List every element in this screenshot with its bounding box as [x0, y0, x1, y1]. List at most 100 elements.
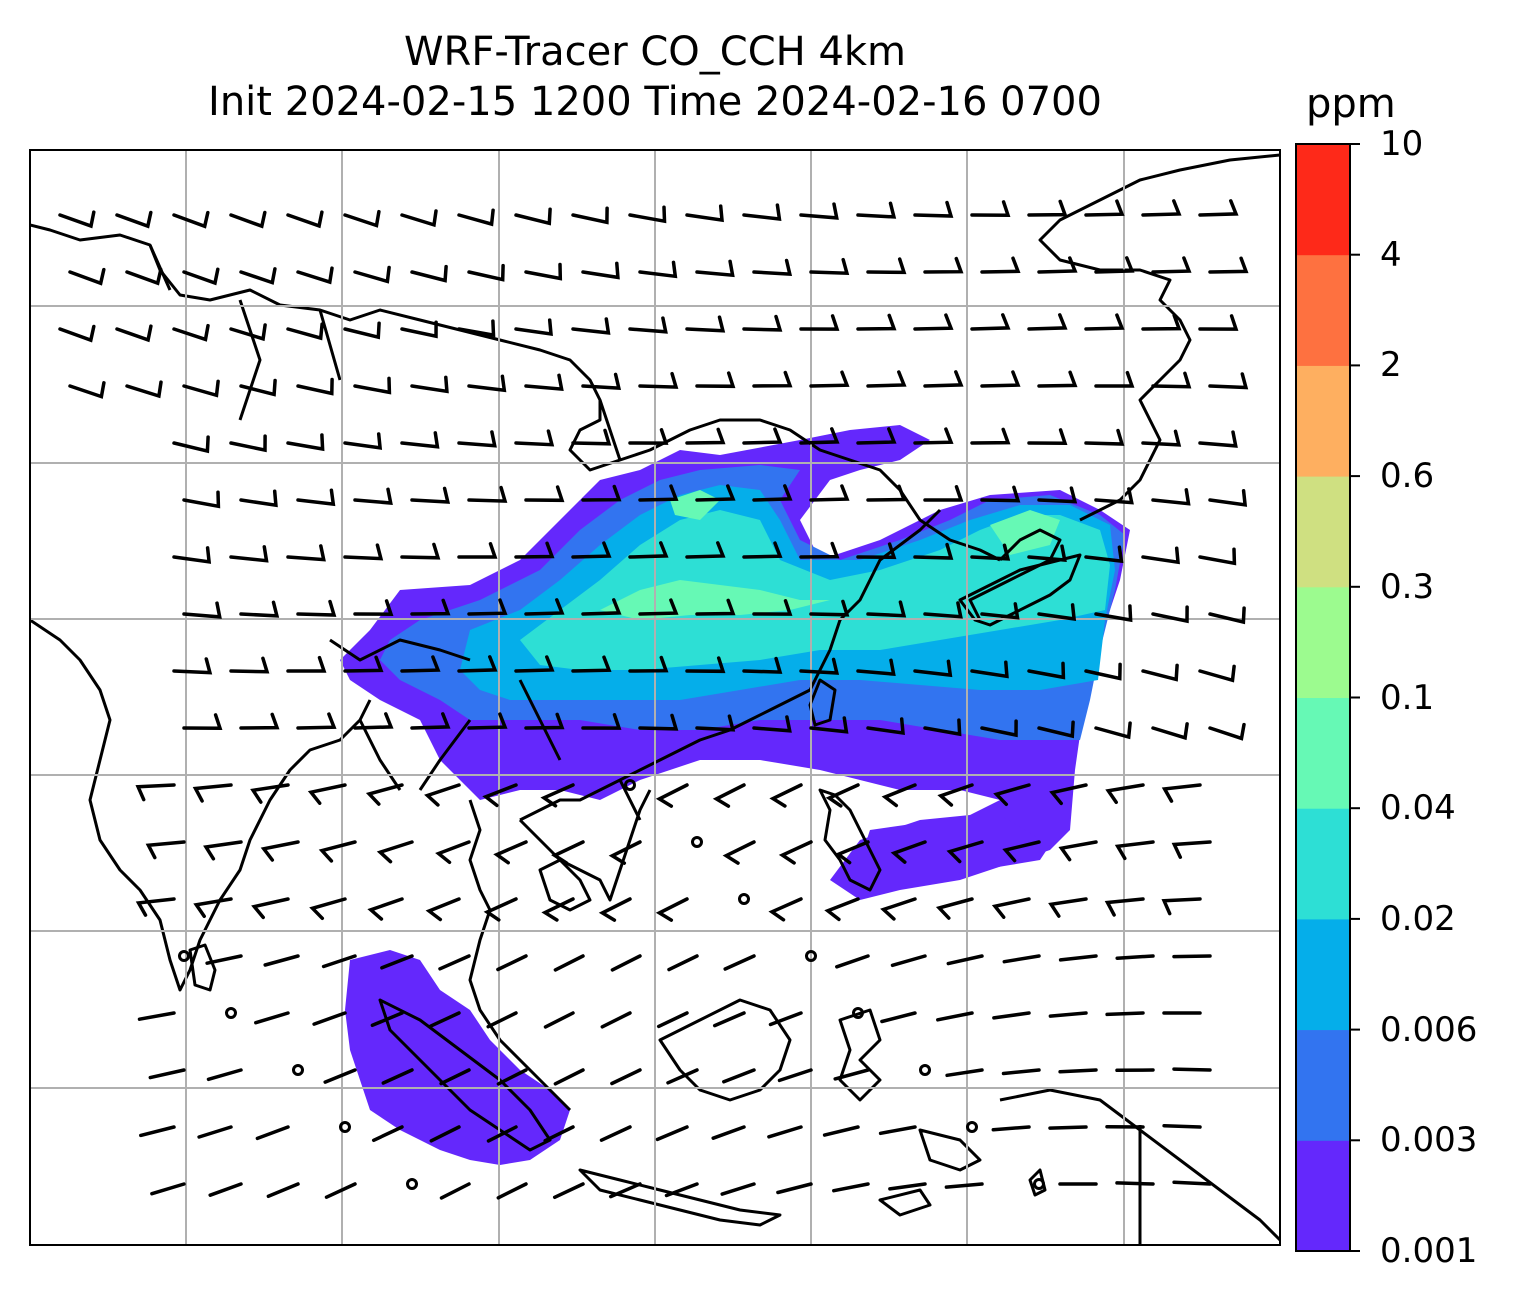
wind-barb: [608, 1182, 642, 1199]
wind-calm-marker: [805, 950, 817, 962]
wind-barb: [856, 542, 897, 560]
wind-barb: [524, 598, 565, 616]
wind-barb: [343, 321, 381, 340]
colorbar-segment: [1296, 918, 1350, 1031]
wind-barb: [1141, 199, 1182, 217]
wind-barb: [809, 257, 850, 276]
wind-barb: [608, 840, 642, 865]
wind-barb: [723, 954, 756, 971]
wind-barb: [571, 428, 612, 446]
wind-barb: [945, 1068, 984, 1078]
wind-barb: [1151, 488, 1191, 506]
wind-barb: [1048, 1011, 1088, 1018]
wind-barb: [400, 320, 438, 339]
wind-barb: [1094, 721, 1132, 740]
wind-barb: [296, 266, 334, 285]
border-lines: [148, 244, 642, 821]
wind-barb: [410, 375, 449, 394]
wind-barb: [343, 432, 383, 450]
wind-barb: [666, 1068, 699, 1085]
colorbar-units-label: ppm: [1306, 81, 1396, 127]
wind-barb: [514, 318, 553, 337]
coastline-new-guinea: [999, 1088, 1280, 1245]
wind-barb: [628, 316, 668, 334]
wind-barb: [944, 1182, 984, 1189]
wind-barb: [514, 429, 555, 447]
wind-barb: [1058, 840, 1098, 862]
wind-barb: [923, 601, 963, 619]
wind-barb: [353, 712, 394, 730]
wind-barb: [923, 718, 962, 737]
wind-barb: [296, 599, 337, 617]
wind-barb: [695, 598, 736, 616]
wind-barb: [524, 485, 565, 503]
wind-barb: [809, 716, 849, 734]
wind-barb: [980, 602, 1020, 620]
wind-barb: [1027, 544, 1067, 562]
wind-barb: [628, 655, 669, 673]
wind-barb: [866, 600, 907, 618]
wind-barb: [832, 1182, 870, 1193]
wind-calm-marker: [339, 1121, 351, 1133]
wind-barb: [571, 541, 612, 559]
wind-barb: [1027, 661, 1066, 680]
wind-barb: [343, 655, 384, 673]
wind-barb: [890, 840, 927, 864]
wind-barb: [182, 601, 222, 619]
gridlines: [30, 150, 1280, 1245]
wind-barb: [467, 485, 508, 503]
wind-barb: [923, 485, 964, 502]
wind-barb: [514, 207, 552, 226]
colorbar-segment: [1296, 1029, 1350, 1141]
wind-barb: [145, 840, 186, 860]
wind-barb: [1208, 372, 1249, 390]
wind-barb: [239, 600, 280, 618]
wind-barb: [1172, 1067, 1212, 1072]
wind-barb: [598, 897, 632, 922]
wind-barb: [425, 897, 461, 922]
plume-contour-0.04: [600, 580, 830, 620]
wind-barb: [1002, 954, 1041, 964]
wind-barb: [410, 598, 451, 616]
colorbar-tick-label: 10: [1380, 124, 1424, 164]
wind-barb: [992, 1011, 1031, 1020]
wind-barb: [742, 541, 783, 559]
wind-barb: [866, 257, 907, 275]
wind-barb: [148, 1068, 186, 1080]
colorbar-tick-label: 4: [1380, 234, 1402, 275]
wind-barb: [610, 1068, 642, 1086]
wind-barb: [935, 897, 974, 920]
wind-barb: [834, 840, 870, 865]
wind-barb: [343, 209, 381, 228]
wind-barb: [638, 260, 678, 279]
wind-barb: [638, 598, 679, 616]
wind-barb: [208, 1182, 243, 1197]
wind-barb: [172, 323, 210, 342]
wind-barb: [1058, 954, 1098, 962]
wind-barb: [1084, 428, 1125, 446]
wind-barb: [410, 486, 451, 504]
map-panel: [30, 150, 1280, 1245]
wind-barb: [343, 543, 384, 561]
wind-barb: [799, 657, 840, 675]
colorbar-segment: [1296, 254, 1350, 366]
wind-calm-marker: [292, 1064, 304, 1076]
wind-barb: [553, 954, 585, 972]
wind-barb: [685, 541, 726, 559]
wind-barb: [312, 1011, 347, 1026]
wind-barb: [552, 1182, 585, 1200]
wind-barb: [318, 840, 357, 863]
wind-barb: [1094, 256, 1135, 274]
wind-barb: [628, 428, 669, 445]
wind-barb: [400, 655, 441, 673]
wind-barb: [457, 430, 497, 448]
wind-barb: [825, 783, 860, 808]
wind-barb: [1084, 662, 1122, 681]
wind-barb: [1115, 954, 1155, 960]
wind-barb: [768, 1011, 803, 1027]
wind-barb: [888, 1182, 927, 1191]
wind-barb: [685, 656, 726, 674]
wind-barb: [229, 656, 270, 674]
wind-barb: [600, 1011, 632, 1029]
wind-barb: [824, 897, 860, 922]
